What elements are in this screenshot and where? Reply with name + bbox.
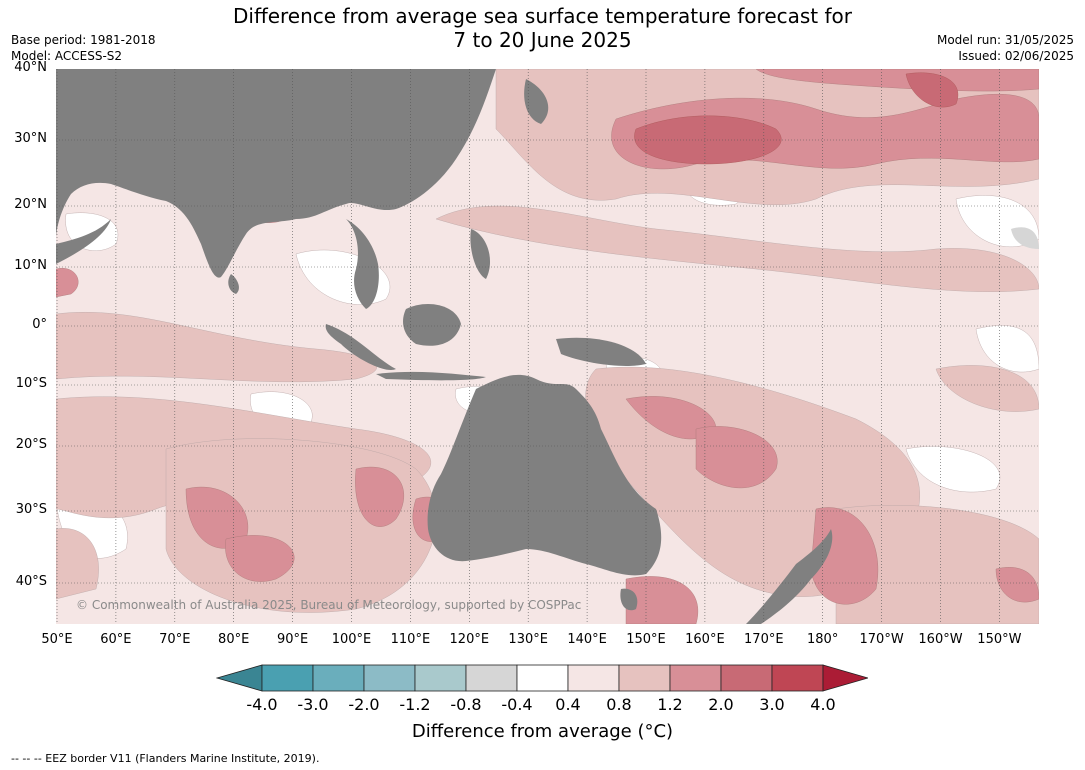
latitude-label: 10°S: [15, 376, 47, 391]
colorbar-segment: [465, 664, 518, 692]
longitude-label: 140°E: [567, 632, 607, 647]
colorbar-tick-label: 0.8: [606, 695, 632, 714]
issued-date: Issued: 02/06/2025: [958, 49, 1074, 63]
longitude-label: 120°E: [449, 632, 490, 647]
latitude-label: 0°: [32, 317, 47, 332]
colorbar-tick-label: -4.0: [246, 695, 278, 714]
longitude-label: 160°W: [918, 632, 963, 647]
longitude-label: 70°E: [159, 632, 191, 647]
run-info: Model run: 31/05/2025 Issued: 02/06/2025: [937, 32, 1074, 64]
borneo: [403, 304, 461, 346]
latitude-label: 40°S: [15, 574, 47, 589]
colorbar-segment: [771, 664, 824, 692]
longitude-label: 110°E: [390, 632, 431, 647]
colorbar-segment: [261, 664, 314, 692]
longitude-label: 150°W: [977, 632, 1022, 647]
latitude-label: 30°N: [14, 131, 47, 146]
colorbar-segment: [516, 664, 569, 692]
land-masses: [56, 69, 833, 624]
colorbar-segment: [567, 664, 620, 692]
model-name: Model: ACCESS-S2: [11, 49, 123, 63]
sri-lanka: [228, 274, 239, 294]
philippines: [470, 229, 491, 279]
arabia-landmass: [56, 219, 111, 264]
colorbar-segment: [618, 664, 671, 692]
colorbar-segment: [414, 664, 467, 692]
copyright-notice: © Commonwealth of Australia 2025, Bureau…: [76, 598, 582, 612]
title-line-1: Difference from average sea surface temp…: [232, 4, 852, 28]
new-zealand: [746, 529, 833, 624]
indochina-landmass: [346, 219, 379, 309]
new-guinea: [556, 337, 646, 366]
longitude-label: 130°E: [508, 632, 548, 647]
japan: [524, 79, 549, 124]
sumatra: [325, 324, 396, 370]
colorbar-tick-label: 0.4: [555, 695, 581, 714]
colorbar-segment: [312, 664, 365, 692]
java: [376, 371, 486, 381]
map-svg: [56, 69, 1039, 624]
colorbar-tick-label: -0.4: [501, 695, 533, 714]
colorbar-title: Difference from average (°C): [411, 721, 674, 742]
model-info: Base period: 1981-2018 Model: ACCESS-S2: [11, 32, 156, 64]
longitude-label: 60°E: [100, 632, 132, 647]
colorbar-tick-label: -0.8: [450, 695, 482, 714]
tasmania: [620, 588, 638, 611]
colorbar-tick-label: -2.0: [348, 695, 380, 714]
longitude-label: 170°W: [859, 632, 904, 647]
longitude-label: 180°: [807, 632, 839, 647]
longitude-label: 80°E: [218, 632, 250, 647]
latitude-label: 10°N: [14, 258, 47, 273]
australia: [427, 374, 662, 576]
anomaly-1-2-to-2-0: [56, 69, 1039, 624]
colorbar-extend-low: [216, 664, 263, 692]
latitude-label: 20°N: [14, 197, 47, 212]
colorbar: [216, 664, 868, 692]
latitude-label: 30°S: [15, 502, 47, 517]
colorbar-extend-high: [822, 664, 868, 692]
longitude-label: 50°E: [41, 632, 73, 647]
model-run: Model run: 31/05/2025: [936, 33, 1074, 47]
longitude-label: 170°E: [744, 632, 784, 647]
colorbar-tick-label: 3.0: [759, 695, 785, 714]
longitude-label: 90°E: [276, 632, 309, 647]
colorbar-segment: [363, 664, 416, 692]
title-line-2: 7 to 20 June 2025: [453, 28, 632, 52]
longitude-label: 100°E: [331, 632, 372, 647]
colorbar-tick-label: 2.0: [708, 695, 734, 714]
footer-note: -- -- -- EEZ border V11 (Flanders Marine…: [11, 752, 320, 765]
colorbar-tick-label: -3.0: [297, 695, 329, 714]
longitude-label: 150°E: [626, 632, 666, 647]
colorbar-tick-label: -1.2: [399, 695, 431, 714]
colorbar-segment: [669, 664, 722, 692]
longitude-label: 160°E: [685, 632, 725, 647]
base-period: Base period: 1981-2018: [11, 33, 156, 47]
colorbar-segment: [720, 664, 773, 692]
sst-anomaly-map: [56, 69, 1039, 624]
colorbar-tick-label: 1.2: [657, 695, 683, 714]
graticule: [56, 69, 1039, 624]
hawaii-region: [1011, 227, 1039, 249]
latitude-label: 40°N: [14, 60, 47, 75]
latitude-label: 20°S: [15, 437, 47, 452]
colorbar-tick-label: 4.0: [810, 695, 836, 714]
map-title: Difference from average sea surface temp…: [0, 4, 1085, 52]
asia-landmass: [56, 69, 496, 278]
